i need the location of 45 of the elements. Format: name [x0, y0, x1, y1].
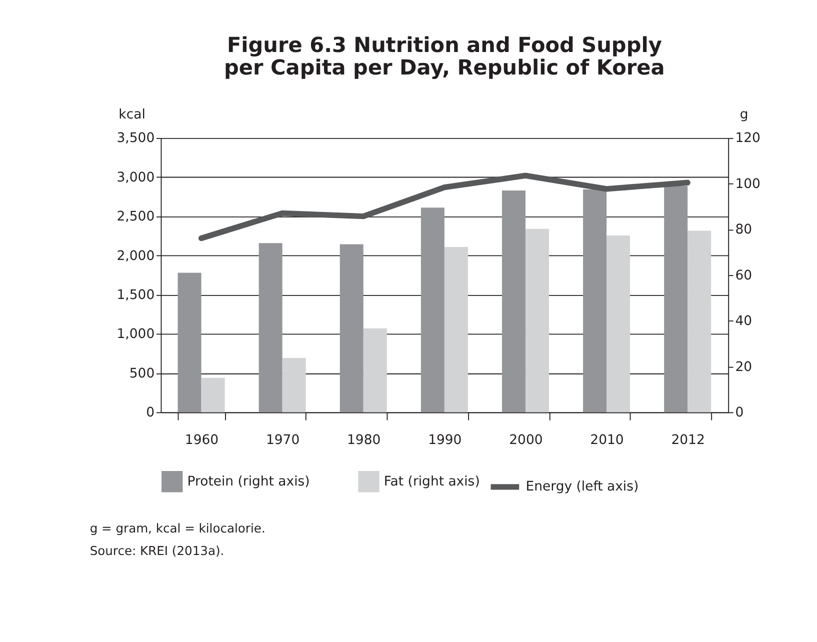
y-axis-title: kcal [118, 108, 146, 123]
y-tick-label: 1,500 [116, 288, 155, 303]
y-tick-label: 1,000 [116, 327, 155, 342]
bar [583, 189, 607, 412]
x-tick-label: 2010 [590, 432, 624, 448]
bar [525, 228, 549, 412]
bar [282, 358, 306, 412]
legend-label: Energy (left axis) [526, 480, 639, 495]
text: g = gram, kcal = kilocalorie. [90, 521, 266, 536]
x-tick-label: 1980 [347, 432, 381, 448]
y-tick-label: 2,500 [116, 210, 155, 225]
bar [606, 236, 630, 412]
x-tick-label: 1970 [266, 432, 300, 448]
bar [340, 244, 364, 412]
y-tick-label: 0 [146, 405, 155, 420]
x-tick-label: 1960 [184, 432, 219, 448]
y2-tick-label: 60 [735, 268, 752, 284]
x-tick-label: 2000 [509, 432, 543, 448]
legend-label: Protein (right axis) [187, 474, 310, 490]
y-tick-label: 2,000 [116, 248, 155, 264]
x-tick-label: 2012 [671, 432, 705, 448]
text: per Capita per Day, Republic of Korea [224, 56, 665, 80]
bar [258, 243, 282, 412]
y-tick-label: 3,000 [116, 170, 155, 186]
y-tick-label: 3,500 [116, 131, 155, 146]
y2-tick-label: 40 [735, 314, 752, 330]
bar [688, 230, 712, 412]
y-tick-label: 500 [129, 366, 155, 382]
bar [420, 208, 444, 412]
bar [178, 272, 202, 412]
y2-axis-title: g [740, 108, 748, 123]
bar [502, 190, 526, 412]
bar [664, 186, 688, 412]
bar [363, 328, 387, 412]
y2-tick-label: 20 [735, 360, 752, 375]
bar [444, 246, 468, 412]
y2-tick-label: 0 [735, 405, 744, 420]
text: Figure 6.3 Nutrition and Food Supply [226, 32, 662, 57]
source-note: Source: KREI (2013a). [90, 544, 224, 558]
y2-tick-label: 120 [735, 131, 760, 146]
y2-tick-label: 80 [735, 222, 752, 238]
legend-label: Fat (right axis) [384, 474, 480, 490]
x-tick-label: 1990 [428, 432, 462, 448]
y2-tick-label: 100 [735, 176, 760, 192]
bar [201, 378, 225, 412]
